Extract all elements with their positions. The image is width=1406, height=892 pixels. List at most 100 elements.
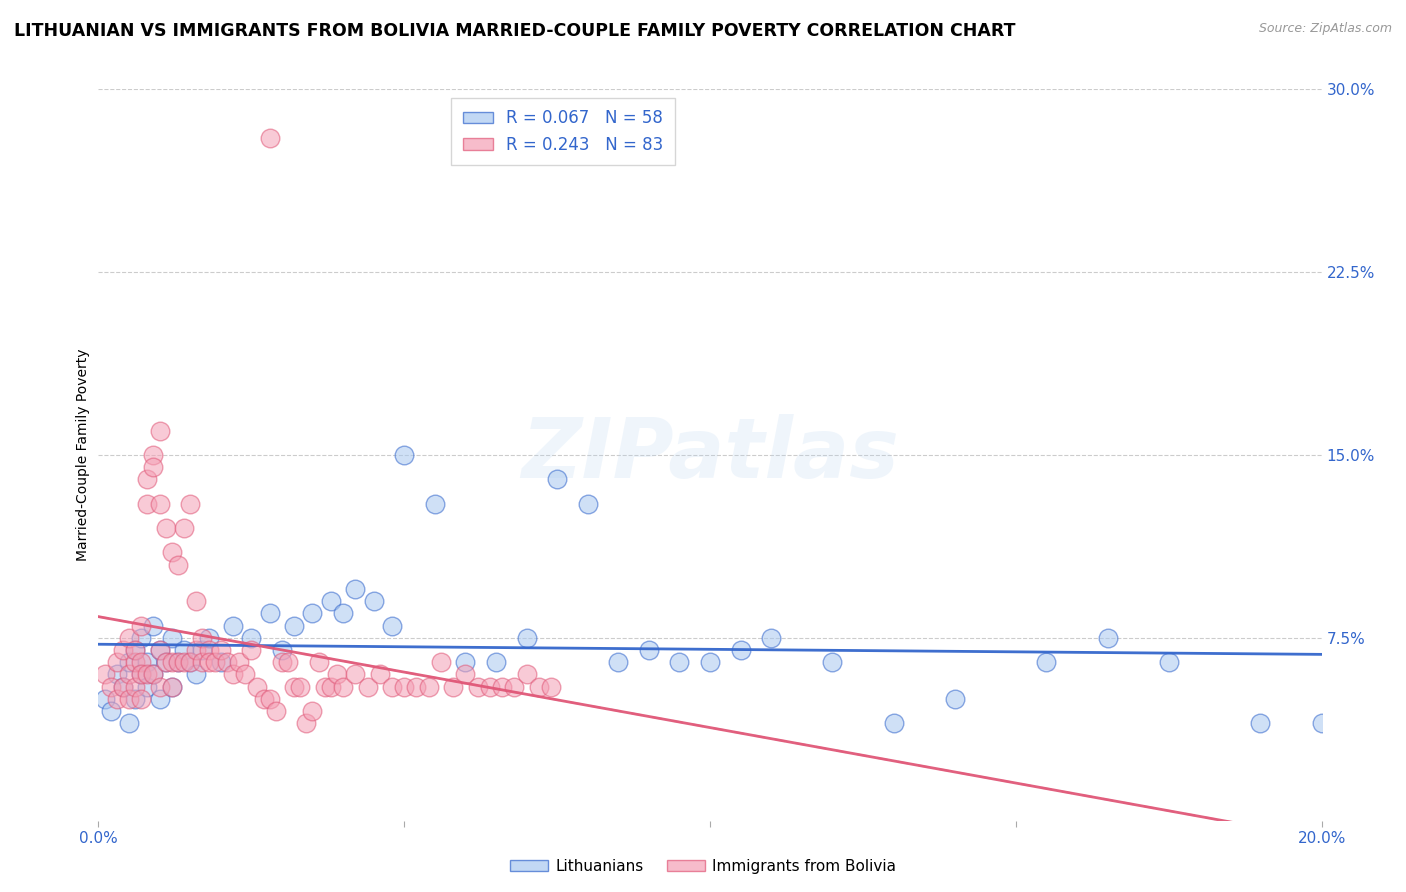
Point (381, 680, 404, 694)
Point (136, 655, 159, 669)
Point (314, 680, 336, 694)
Point (283, 618, 305, 632)
Point (179, 497, 201, 511)
Point (136, 472, 159, 486)
Point (759, 631, 782, 645)
Point (118, 631, 141, 645)
Point (454, 655, 477, 669)
Point (142, 448, 165, 462)
Point (1157, 655, 1180, 669)
Point (607, 655, 630, 669)
Point (173, 643, 195, 657)
Point (105, 655, 128, 669)
Point (259, 691, 281, 706)
Point (129, 667, 152, 681)
Point (209, 643, 232, 657)
Point (111, 680, 134, 694)
Point (883, 716, 905, 731)
Point (270, 655, 292, 669)
Point (222, 618, 245, 632)
Text: ZIPatlas: ZIPatlas (522, 415, 898, 495)
Point (197, 655, 219, 669)
Point (368, 667, 391, 681)
Point (124, 655, 146, 669)
Point (142, 667, 165, 681)
Point (124, 643, 146, 657)
Point (381, 618, 404, 632)
Point (136, 497, 159, 511)
Point (160, 680, 183, 694)
Point (821, 655, 844, 669)
Point (111, 680, 134, 694)
Point (167, 558, 190, 572)
Point (160, 655, 183, 669)
Point (441, 680, 464, 694)
Point (204, 655, 226, 669)
Point (467, 680, 489, 694)
Point (118, 667, 141, 681)
Point (93, 667, 115, 681)
Point (124, 691, 146, 706)
Point (111, 643, 134, 657)
Point (209, 655, 232, 669)
Point (259, 607, 281, 621)
Point (105, 691, 128, 706)
Legend: Lithuanians, Immigrants from Bolivia: Lithuanians, Immigrants from Bolivia (503, 853, 903, 880)
Point (233, 667, 256, 681)
Point (943, 691, 966, 706)
Point (100, 704, 122, 718)
Point (516, 631, 538, 645)
Point (167, 655, 190, 669)
Point (179, 655, 201, 669)
Point (540, 680, 562, 694)
Point (485, 655, 508, 669)
Point (118, 716, 141, 731)
Point (186, 643, 208, 657)
Point (301, 607, 323, 621)
Point (228, 655, 250, 669)
Point (1310, 716, 1333, 731)
Point (259, 131, 281, 145)
Point (129, 618, 152, 632)
Point (363, 594, 385, 608)
Point (149, 643, 172, 657)
Text: Source: ZipAtlas.com: Source: ZipAtlas.com (1258, 22, 1392, 36)
Point (326, 667, 349, 681)
Point (270, 643, 292, 657)
Point (392, 448, 416, 462)
Point (118, 655, 141, 669)
Point (454, 667, 477, 681)
Point (149, 497, 172, 511)
Point (527, 680, 550, 694)
Legend: R = 0.067   N = 58, R = 0.243   N = 83: R = 0.067 N = 58, R = 0.243 N = 83 (451, 97, 675, 165)
Point (155, 655, 177, 669)
Point (576, 497, 599, 511)
Point (252, 691, 274, 706)
Point (344, 667, 367, 681)
Point (478, 680, 501, 694)
Point (160, 545, 183, 559)
Point (136, 680, 159, 694)
Point (167, 655, 190, 669)
Point (699, 655, 721, 669)
Y-axis label: Married-Couple Family Poverty: Married-Couple Family Poverty (76, 349, 90, 561)
Point (546, 472, 568, 486)
Point (191, 643, 214, 657)
Point (93, 691, 115, 706)
Text: LITHUANIAN VS IMMIGRANTS FROM BOLIVIA MARRIED-COUPLE FAMILY POVERTY CORRELATION : LITHUANIAN VS IMMIGRANTS FROM BOLIVIA MA… (14, 22, 1015, 40)
Point (637, 643, 661, 657)
Point (668, 655, 690, 669)
Point (295, 716, 318, 731)
Point (105, 667, 128, 681)
Point (332, 607, 354, 621)
Point (344, 582, 367, 596)
Point (124, 643, 146, 657)
Point (246, 680, 269, 694)
Point (332, 680, 354, 694)
Point (149, 680, 172, 694)
Point (191, 631, 214, 645)
Point (149, 691, 172, 706)
Point (149, 643, 172, 657)
Point (142, 667, 165, 681)
Point (100, 680, 122, 694)
